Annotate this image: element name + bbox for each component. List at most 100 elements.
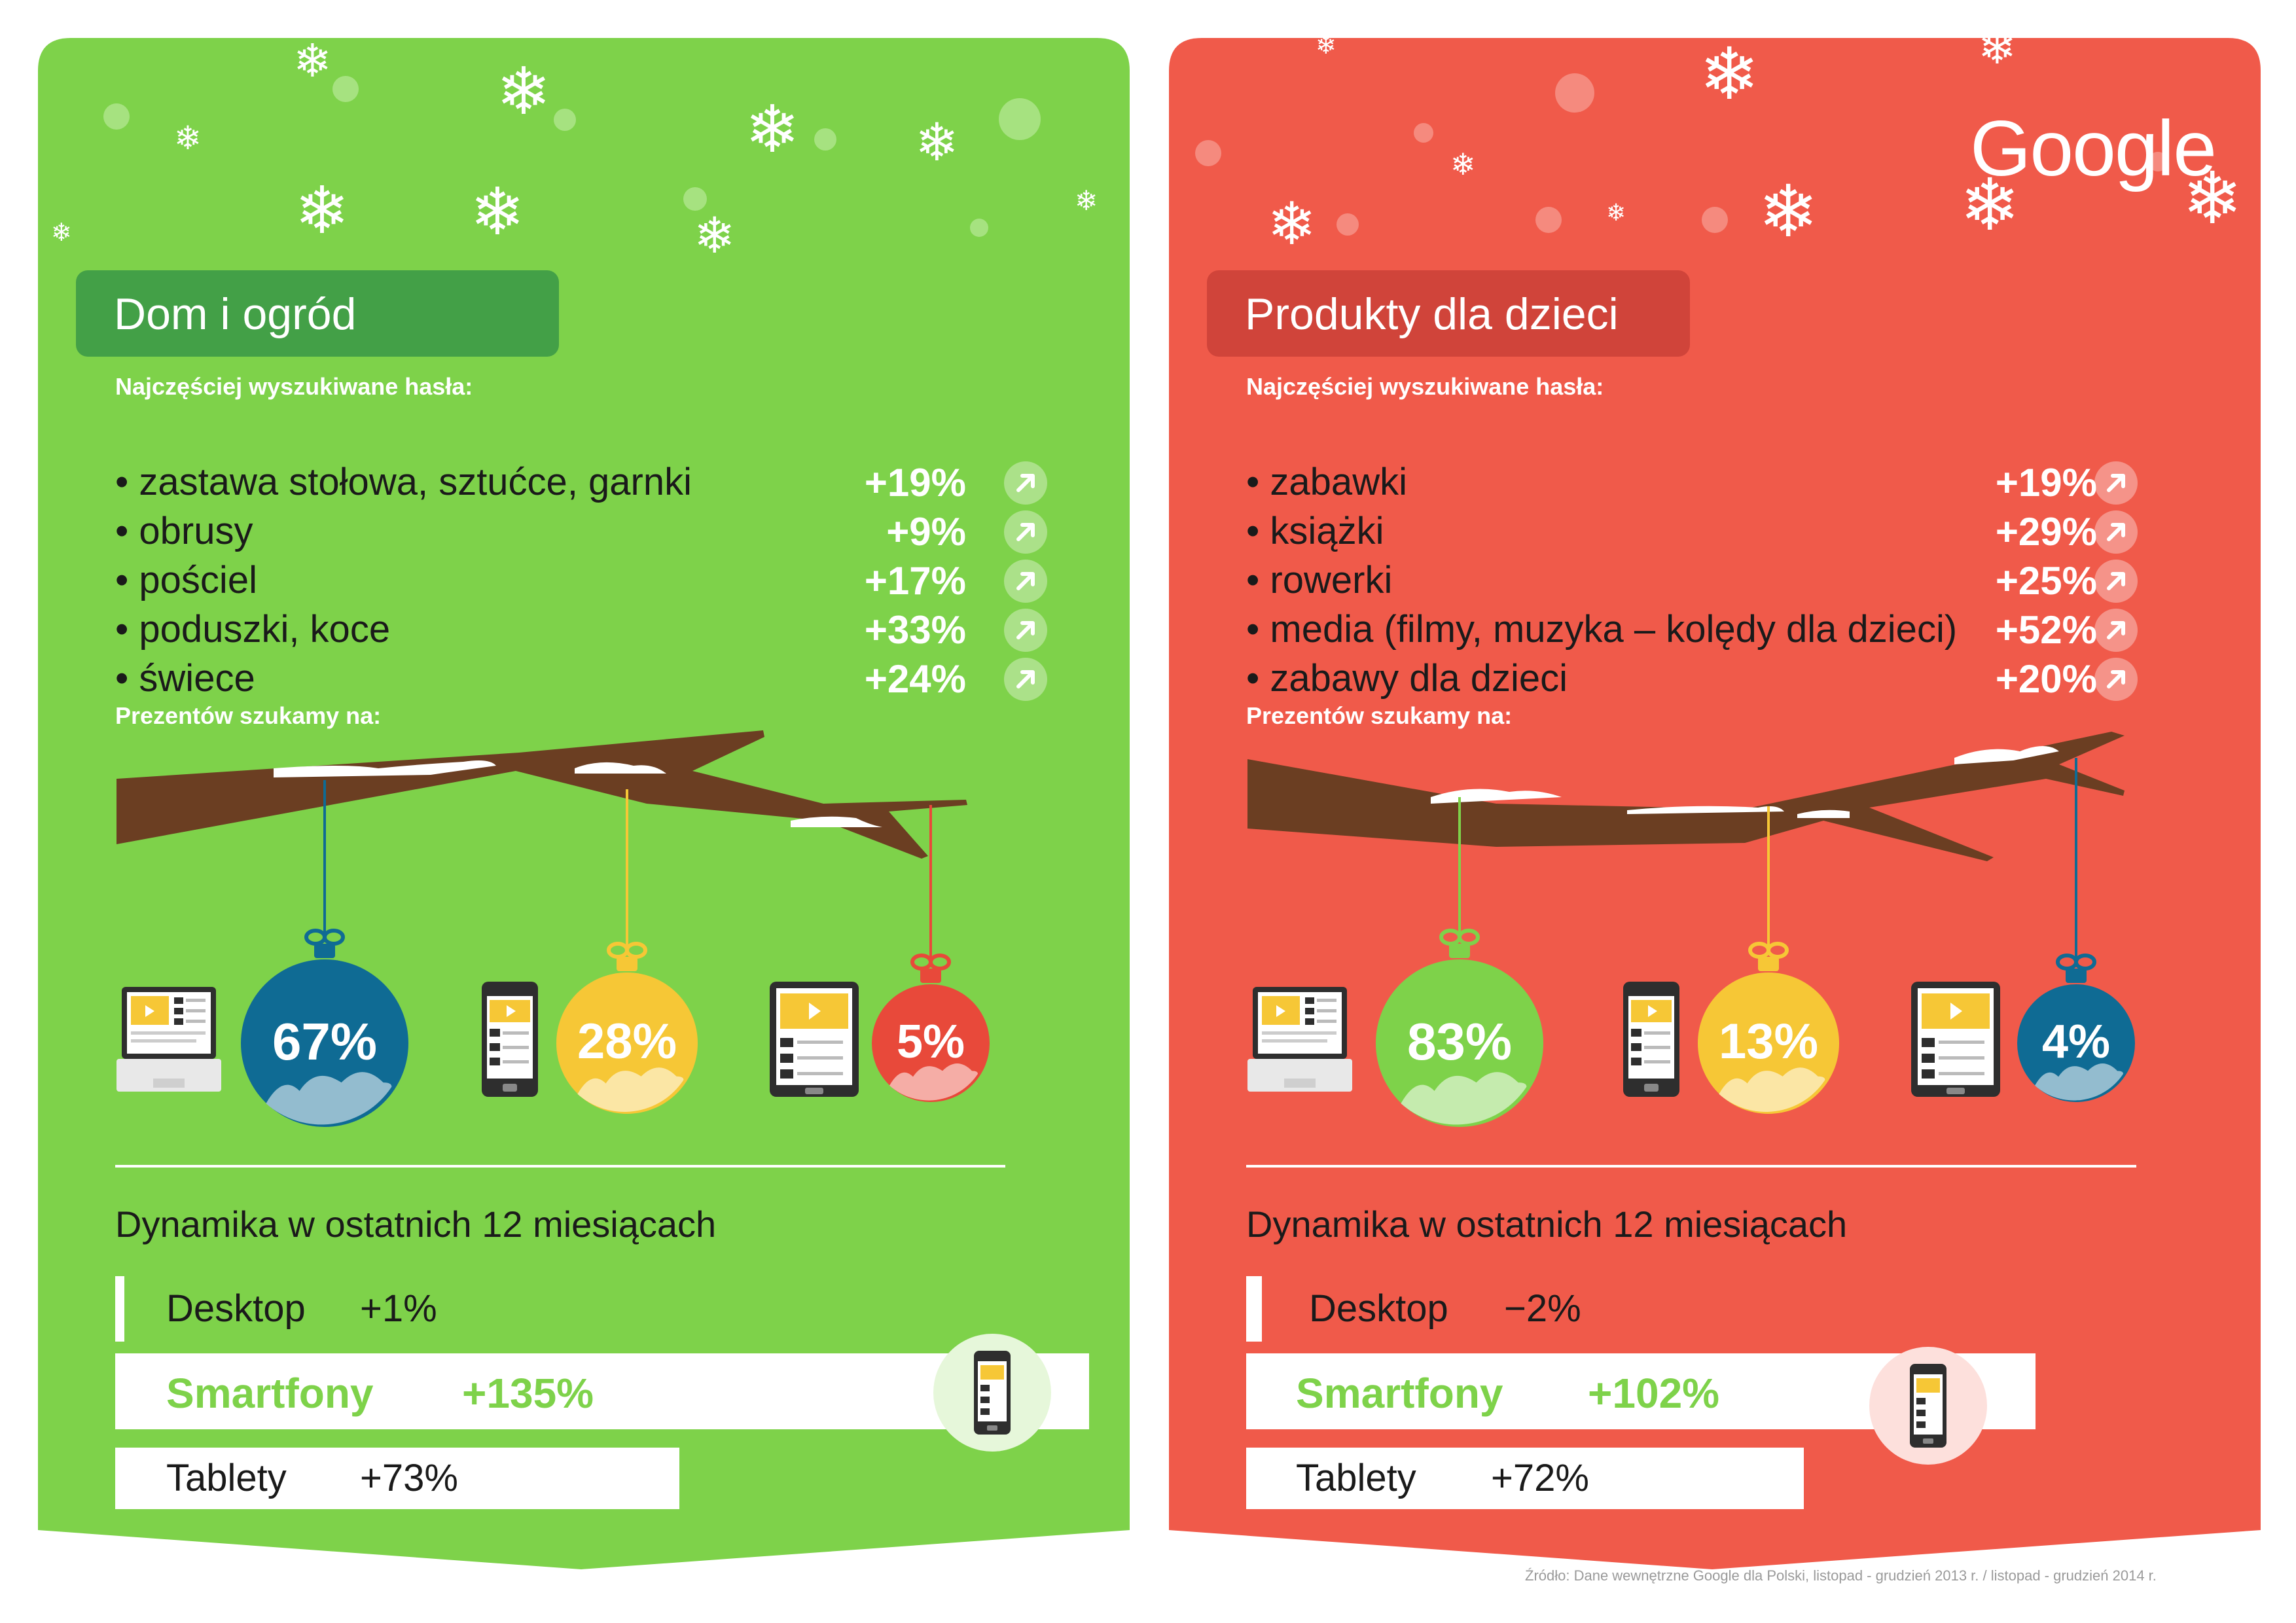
keyword-label: • pościel bbox=[115, 559, 257, 601]
keywords-heading: Najczęściej wyszukiwane hasła: bbox=[1246, 373, 1604, 400]
arrow-up-right-icon bbox=[2094, 560, 2138, 603]
ornament-ball: 13% bbox=[1691, 940, 1846, 1120]
keyword-growth: +19% bbox=[864, 461, 966, 505]
arrow-up-right-icon bbox=[1004, 560, 1047, 603]
snow-dot bbox=[1414, 123, 1433, 143]
dynamics-value: +1% bbox=[360, 1287, 437, 1330]
arrow-up-right-icon bbox=[2094, 461, 2138, 505]
tree-branch bbox=[117, 730, 967, 859]
tablet-icon bbox=[1910, 980, 2001, 1101]
snowflake-icon: ❄ bbox=[694, 206, 736, 264]
keyword-growth: +17% bbox=[864, 559, 966, 603]
google-logo: Google bbox=[1970, 105, 2217, 192]
smartphone-icon bbox=[1622, 980, 1681, 1101]
keyword-label: • zabawki bbox=[1246, 461, 1407, 503]
category-title: Dom i ogród bbox=[114, 289, 357, 339]
keyword-row: • zabawy dla dzieci +20% bbox=[1246, 656, 2228, 702]
keyword-label: • książki bbox=[1246, 510, 1384, 552]
keyword-row: • książki +29% bbox=[1246, 509, 2228, 555]
keyword-row: • obrusy +9% bbox=[115, 509, 1097, 555]
dynamics-label: Desktop bbox=[1309, 1287, 1448, 1330]
ornament-ball: 83% bbox=[1369, 927, 1550, 1133]
snow-dot bbox=[1195, 140, 1221, 166]
snowflake-icon: ❄ bbox=[293, 34, 332, 88]
snowflake-icon: ❄ bbox=[1960, 163, 2020, 247]
device-share-value: 67% bbox=[272, 1012, 378, 1071]
snowflake-icon: ❄ bbox=[2182, 156, 2243, 240]
dynamics-bar-tablety bbox=[115, 1448, 679, 1509]
ornament-ball: 67% bbox=[234, 927, 415, 1133]
snowflake-icon: ❄ bbox=[1699, 32, 1760, 116]
dynamics-label: Smartfony bbox=[1296, 1370, 1503, 1417]
dynamics-value: +102% bbox=[1588, 1370, 1720, 1417]
arrow-up-right-icon bbox=[2094, 658, 2138, 701]
keyword-label: • obrusy bbox=[115, 510, 253, 552]
arrow-up-right-icon bbox=[1004, 461, 1047, 505]
keyword-row: • zastawa stołowa, sztućce, garnki +19% bbox=[115, 460, 1097, 506]
keyword-label: • rowerki bbox=[1246, 559, 1393, 601]
dynamics-value: +72% bbox=[1491, 1457, 1589, 1499]
divider bbox=[1246, 1165, 2136, 1168]
ornament-ball: 28% bbox=[550, 940, 704, 1120]
dynamics-bar-smartfony bbox=[115, 1353, 1089, 1429]
snowflake-icon: ❄ bbox=[915, 112, 960, 173]
snowflake-icon: ❄ bbox=[1075, 185, 1098, 217]
keyword-growth: +25% bbox=[1995, 559, 2097, 603]
snowflake-icon: ❄ bbox=[496, 53, 551, 130]
snowflake-icon: ❄ bbox=[1978, 21, 2017, 75]
ornament-ball: 4% bbox=[2011, 952, 2142, 1109]
arrow-up-right-icon bbox=[1004, 609, 1047, 652]
snow-dot bbox=[1555, 73, 1594, 113]
devices-heading: Prezentów szukamy na: bbox=[1246, 702, 1513, 729]
snowflake-icon: ❄ bbox=[174, 119, 202, 157]
devices-heading: Prezentów szukamy na: bbox=[115, 702, 382, 729]
divider bbox=[115, 1165, 1005, 1168]
smartphone-icon bbox=[480, 980, 539, 1101]
keyword-growth: +33% bbox=[864, 608, 966, 652]
keyword-growth: +20% bbox=[1995, 657, 2097, 701]
dynamics-bar-tablety bbox=[1246, 1448, 1804, 1509]
smartphone-badge bbox=[1869, 1347, 1987, 1465]
dynamics-bar-desktop bbox=[115, 1276, 124, 1342]
snowflake-icon: ❄ bbox=[1316, 31, 1336, 60]
dynamics-value: +135% bbox=[462, 1370, 594, 1417]
keyword-growth: +52% bbox=[1995, 608, 2097, 652]
ornament-string bbox=[2075, 758, 2077, 965]
keyword-row: • poduszki, koce +33% bbox=[115, 607, 1097, 653]
keyword-growth: +24% bbox=[864, 657, 966, 701]
snowflake-icon: ❄ bbox=[51, 218, 72, 247]
tablet-icon bbox=[768, 980, 860, 1101]
snowflake-icon: ❄ bbox=[1606, 200, 1626, 226]
dynamics-bar-desktop bbox=[1246, 1276, 1262, 1342]
snowflake-icon: ❄ bbox=[1450, 147, 1476, 182]
keyword-label: • zastawa stołowa, sztućce, garnki bbox=[115, 461, 692, 503]
snow-dot bbox=[2148, 152, 2168, 171]
dynamics-label: Smartfony bbox=[166, 1370, 374, 1417]
panel-dom-i-ogrod: ❄ ❄ ❄ ❄ ❄ ❄ ❄ ❄ ❄ ❄ Dom i ogród Najczęśc… bbox=[38, 38, 1130, 1569]
keyword-growth: +19% bbox=[1995, 461, 2097, 505]
laptop-icon bbox=[1247, 980, 1352, 1101]
source-note: Źródło: Dane wewnętrzne Google dla Polsk… bbox=[1525, 1567, 2157, 1584]
keyword-label: • media (filmy, muzyka – kolędy dla dzie… bbox=[1246, 608, 1958, 651]
ornament-string bbox=[626, 789, 628, 953]
device-share-value: 83% bbox=[1407, 1012, 1513, 1071]
category-title-box: Produkty dla dzieci bbox=[1207, 270, 1690, 357]
keyword-growth: +9% bbox=[886, 510, 966, 554]
snow-dot bbox=[683, 187, 707, 211]
snow-dot bbox=[554, 109, 576, 131]
snow-dot bbox=[814, 128, 836, 151]
snow-dot bbox=[103, 103, 130, 130]
snow-dot bbox=[1535, 207, 1562, 233]
smartphone-icon bbox=[1910, 1364, 1946, 1448]
ornament-string bbox=[929, 805, 932, 965]
snow-dot bbox=[970, 219, 988, 237]
ornament-ball: 5% bbox=[865, 952, 996, 1109]
keyword-growth: +29% bbox=[1995, 510, 2097, 554]
keyword-row: • rowerki +25% bbox=[1246, 558, 2228, 604]
tree-branch bbox=[1247, 732, 2125, 861]
keyword-label: • poduszki, koce bbox=[115, 608, 391, 651]
dynamics-value: +73% bbox=[360, 1457, 458, 1499]
category-title-box: Dom i ogród bbox=[76, 270, 559, 357]
keyword-label: • zabawy dla dzieci bbox=[1246, 657, 1568, 700]
snow-dot bbox=[1702, 207, 1728, 233]
